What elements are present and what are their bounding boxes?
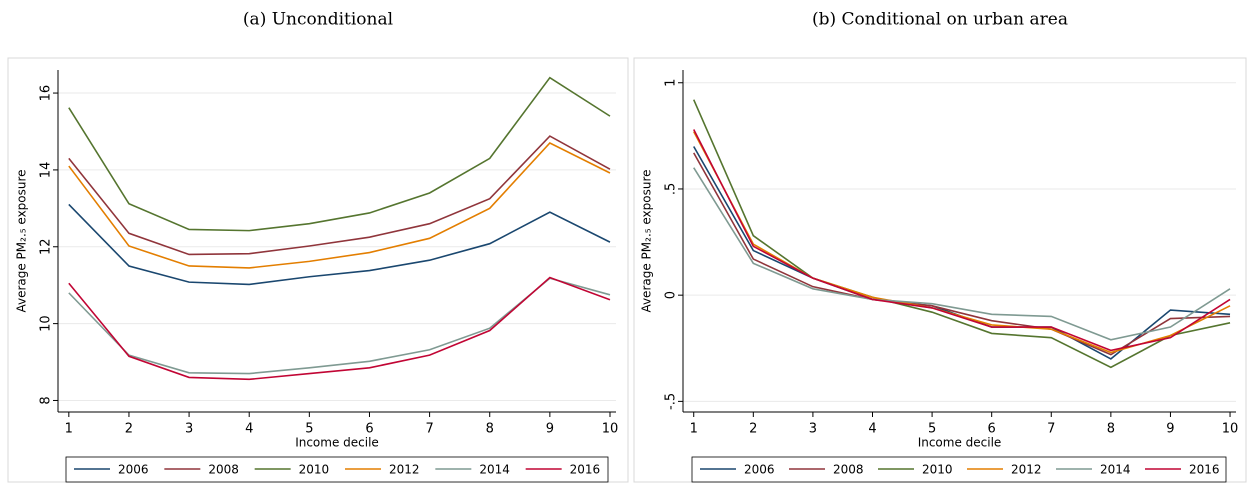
y-tick-label: 16 bbox=[39, 85, 54, 102]
legend-label: 2010 bbox=[922, 463, 953, 477]
x-tick-label: 7 bbox=[1047, 422, 1055, 437]
legend-label: 2008 bbox=[208, 463, 239, 477]
x-tick-label: 9 bbox=[546, 422, 554, 437]
legend-box bbox=[65, 456, 609, 483]
x-axis-label: Income decile bbox=[295, 436, 379, 450]
legend-label: 2010 bbox=[299, 463, 330, 477]
x-tick-label: 10 bbox=[602, 422, 619, 437]
legend-label: 2006 bbox=[118, 463, 149, 477]
legend-label: 2014 bbox=[1100, 463, 1131, 477]
panel-title: (b) Conditional on urban area bbox=[812, 10, 1068, 30]
line-series bbox=[692, 99, 1231, 369]
legend-box bbox=[691, 456, 1227, 483]
legend-label: 2012 bbox=[1011, 463, 1042, 477]
x-tick-label: 5 bbox=[305, 422, 313, 437]
y-axis-label: Average PM₂.₅ exposure bbox=[640, 169, 654, 312]
x-tick-label: 4 bbox=[245, 422, 253, 437]
x-axis-label: Income decile bbox=[918, 436, 1002, 450]
legend-label: 2006 bbox=[744, 463, 775, 477]
y-tick-label: 14 bbox=[39, 162, 54, 179]
x-tick-label: 5 bbox=[928, 422, 936, 437]
panel-frame bbox=[633, 57, 1247, 483]
line-series bbox=[68, 277, 611, 375]
legend-label: 2016 bbox=[570, 463, 601, 477]
line-series bbox=[68, 142, 611, 269]
line-series bbox=[693, 131, 1231, 354]
x-tick-label: 2 bbox=[749, 422, 757, 437]
x-tick-label: 2 bbox=[125, 422, 133, 437]
line-series bbox=[693, 167, 1231, 341]
x-tick-label: 6 bbox=[988, 422, 996, 437]
x-tick-label: 3 bbox=[185, 422, 193, 437]
y-tick-label: 1 bbox=[664, 79, 679, 87]
line-series bbox=[68, 135, 611, 256]
x-tick-label: 1 bbox=[65, 422, 73, 437]
x-tick-label: 4 bbox=[868, 422, 876, 437]
x-tick-label: 10 bbox=[1222, 422, 1239, 437]
panel-title: (a) Unconditional bbox=[243, 10, 393, 30]
line-series bbox=[68, 203, 611, 286]
x-tick-label: 8 bbox=[1107, 422, 1115, 437]
y-tick-label: 10 bbox=[39, 315, 54, 332]
line-series bbox=[693, 152, 1231, 356]
legend-label: 2012 bbox=[389, 463, 420, 477]
line-series bbox=[68, 276, 611, 381]
x-tick-label: 1 bbox=[690, 422, 698, 437]
legend-label: 2016 bbox=[1189, 463, 1220, 477]
x-tick-label: 7 bbox=[425, 422, 433, 437]
x-tick-label: 3 bbox=[809, 422, 817, 437]
line-series bbox=[693, 129, 1231, 352]
line-series bbox=[68, 76, 611, 232]
legend-label: 2014 bbox=[479, 463, 510, 477]
y-axis-label: Average PM₂.₅ exposure bbox=[15, 169, 29, 312]
y-tick-label: .5 bbox=[664, 183, 679, 195]
x-tick-label: 9 bbox=[1166, 422, 1174, 437]
y-tick-label: -.5 bbox=[664, 393, 679, 410]
x-tick-label: 8 bbox=[486, 422, 494, 437]
y-tick-label: 0 bbox=[664, 291, 679, 299]
legend-label: 2008 bbox=[833, 463, 864, 477]
x-tick-label: 6 bbox=[365, 422, 373, 437]
y-tick-label: 12 bbox=[39, 238, 54, 255]
panel-frame bbox=[7, 57, 629, 483]
y-tick-label: 8 bbox=[39, 396, 54, 404]
line-series bbox=[693, 146, 1231, 360]
